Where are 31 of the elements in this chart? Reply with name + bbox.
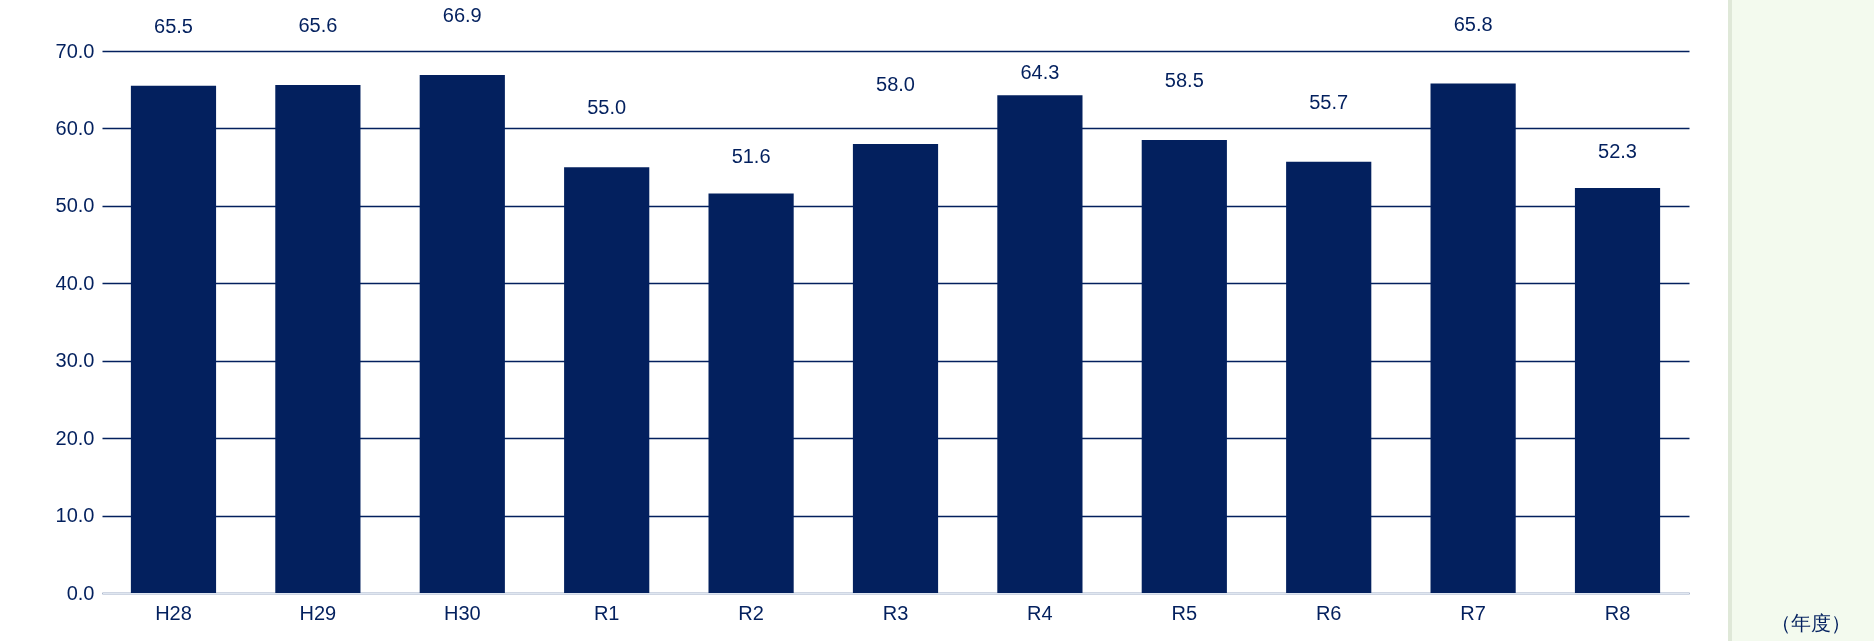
data-label: 65.5 bbox=[154, 14, 193, 37]
y-tick-label: 30.0 bbox=[55, 349, 95, 372]
x-tick-label: R8 bbox=[1604, 601, 1631, 624]
x-tick-label: R6 bbox=[1315, 601, 1342, 624]
y-tick-label: 40.0 bbox=[55, 271, 95, 294]
x-tick-label: R5 bbox=[1171, 601, 1198, 624]
x-tick-label: R2 bbox=[738, 601, 764, 624]
data-label: 52.3 bbox=[1598, 140, 1637, 163]
y-tick-label: 20.0 bbox=[55, 426, 95, 449]
data-label: 65.6 bbox=[298, 14, 338, 37]
data-label: 51.6 bbox=[731, 145, 771, 168]
data-label: 55.0 bbox=[587, 96, 627, 119]
x-tick-label: H30 bbox=[443, 601, 481, 624]
x-tick-label: R1 bbox=[593, 601, 620, 624]
x-tick-label: R4 bbox=[1027, 601, 1053, 624]
x-tick-label: R3 bbox=[882, 601, 909, 624]
y-tick-label: 50.0 bbox=[55, 194, 95, 217]
x-tick-label: R7 bbox=[1460, 601, 1486, 624]
x-tick-label: H28 bbox=[155, 601, 192, 624]
y-tick-label: 60.0 bbox=[55, 116, 95, 139]
x-tick-label: H29 bbox=[299, 601, 337, 624]
y-tick-label: 10.0 bbox=[55, 504, 95, 527]
data-label: 64.3 bbox=[1020, 61, 1060, 84]
y-tick-label: 0.0 bbox=[66, 581, 95, 604]
data-label: 58.0 bbox=[876, 72, 915, 95]
data-label: 65.8 bbox=[1453, 12, 1493, 35]
data-label: 66.9 bbox=[442, 4, 482, 26]
x-axis-title: （年度） bbox=[1770, 611, 1851, 634]
data-label: 58.5 bbox=[1164, 69, 1204, 92]
data-label: 55.7 bbox=[1309, 90, 1349, 113]
y-tick-label: 70.0 bbox=[55, 39, 95, 62]
